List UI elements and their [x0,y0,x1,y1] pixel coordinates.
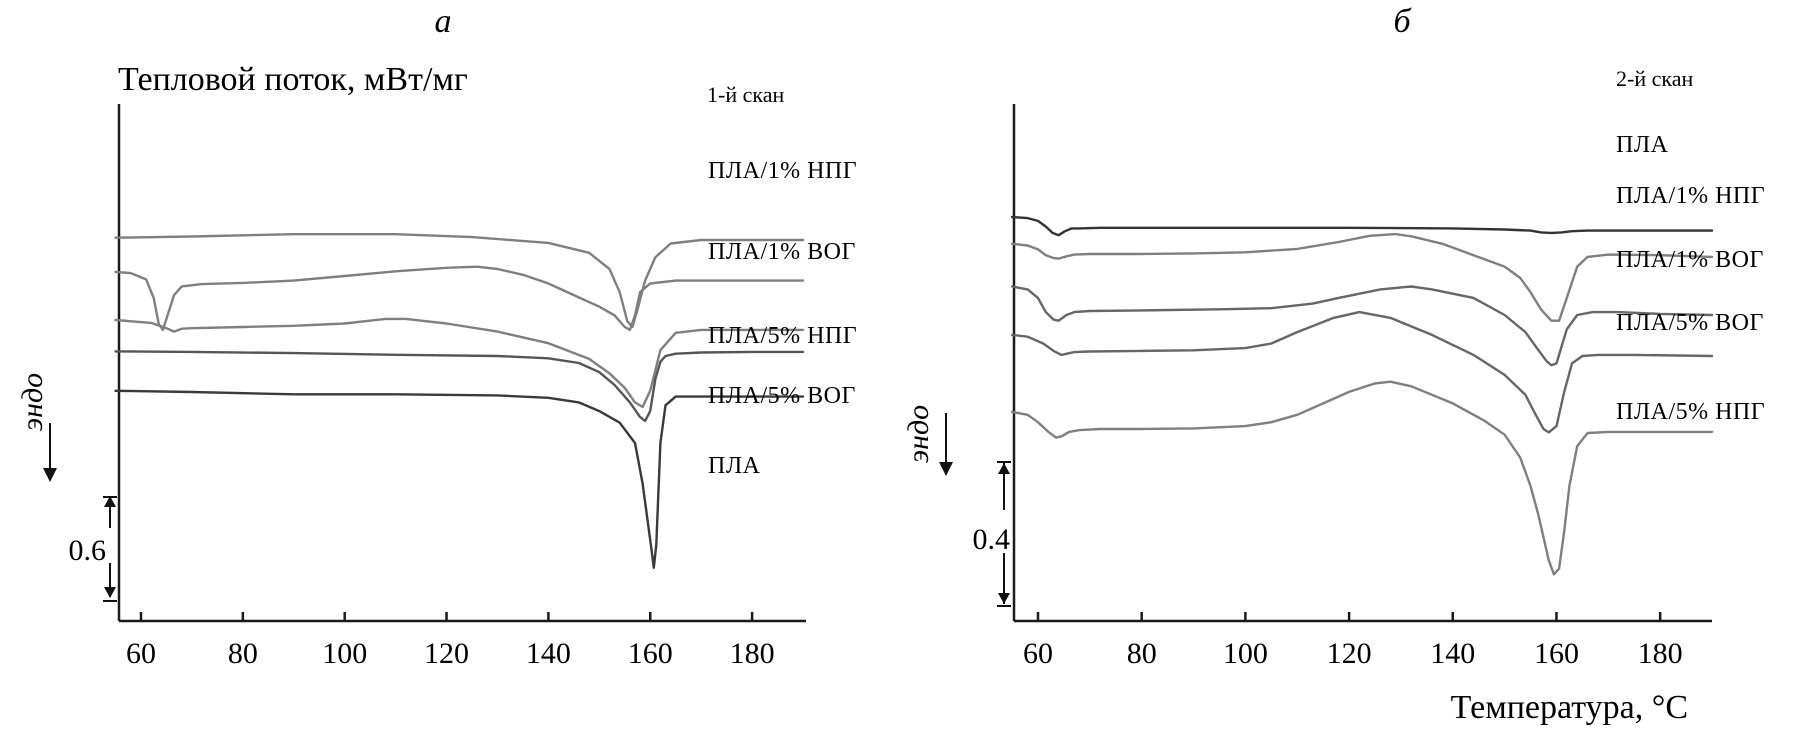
x-tick-label: 60 [1023,637,1053,670]
series-line [1010,310,1714,434]
panel-b-scale-bar: 0.4 [973,461,1011,607]
series-line [114,317,805,409]
series-label: ПЛА/1% ВОГ [708,239,856,265]
series-label: ПЛА/5% НПГ [708,323,857,349]
panel-a-scale-bar: 0.6 [69,496,117,602]
panel-a-x-ticks: 60 80 100 120 140 160 180 [126,612,775,670]
panel-a-endo-label: эндо [16,373,49,431]
panel-a-ylabel: Тепловой поток, мВт/мг [118,61,468,98]
series-label: ПЛА/1% НПГ [708,158,857,184]
panel-b-x-ticks: 60 80 100 120 140 160 180 [1023,612,1683,670]
x-tick-label: 100 [1223,637,1268,670]
panel-a-series [114,233,805,569]
series-label: ПЛА [708,453,761,479]
panel-a-scan-label: 1-й скан [707,82,784,107]
panel-b: б 2-й скан 60 80 100 120 140 160 180 ПЛА ПЛА/1%… [902,3,1765,726]
panel-a-title: а [435,3,452,40]
x-tick-label: 180 [1638,637,1683,670]
panel-b-scan-label: 2-й скан [1616,66,1693,91]
series-line [114,265,805,332]
panel-b-endo-arrowhead-icon [939,462,953,476]
panel-b-series [1010,215,1714,576]
series-label: ПЛА/1% ВОГ [1616,247,1764,273]
series-line [114,350,805,423]
series-label: ПЛА/1% НПГ [1616,183,1765,209]
panel-a: а Тепловой поток, мВт/мг 1-й скан 60 80 10… [16,3,857,670]
panel-a-scale-value: 0.6 [69,534,107,567]
panel-a-series-labels: ПЛА/1% НПГ ПЛА/1% ВОГ ПЛА/5% НПГ ПЛА/5% ВОГ… [708,158,857,479]
panel-b-xlabel: Температура, °С [1451,689,1688,726]
panel-b-scale-value: 0.4 [973,523,1011,556]
x-tick-label: 120 [424,637,469,670]
x-tick-label: 180 [730,637,775,670]
x-tick-label: 160 [628,637,673,670]
x-tick-label: 100 [322,637,367,670]
series-line [1010,215,1714,237]
series-label: ПЛА [1616,132,1669,158]
series-line [1010,380,1714,576]
series-label: ПЛА/5% ВОГ [1616,310,1764,336]
panel-b-title: б [1393,3,1412,40]
x-tick-label: 80 [1127,637,1157,670]
panel-b-series-labels: ПЛА ПЛА/1% НПГ ПЛА/1% ВОГ ПЛА/5% ВОГ ПЛА/5% … [1616,132,1765,425]
x-tick-label: 140 [526,637,571,670]
x-tick-label: 60 [126,637,156,670]
panel-a-endo-arrowhead-icon [43,468,57,482]
x-tick-label: 120 [1327,637,1372,670]
x-tick-label: 160 [1534,637,1579,670]
series-line [114,233,805,329]
series-line [114,389,805,569]
series-label: ПЛА/5% НПГ [1616,399,1765,425]
series-line [1010,232,1714,322]
x-tick-label: 140 [1430,637,1475,670]
series-label: ПЛА/5% ВОГ [708,383,856,409]
x-tick-label: 80 [228,637,258,670]
series-line [1010,285,1714,367]
panel-b-endo-label: эндо [902,405,935,463]
